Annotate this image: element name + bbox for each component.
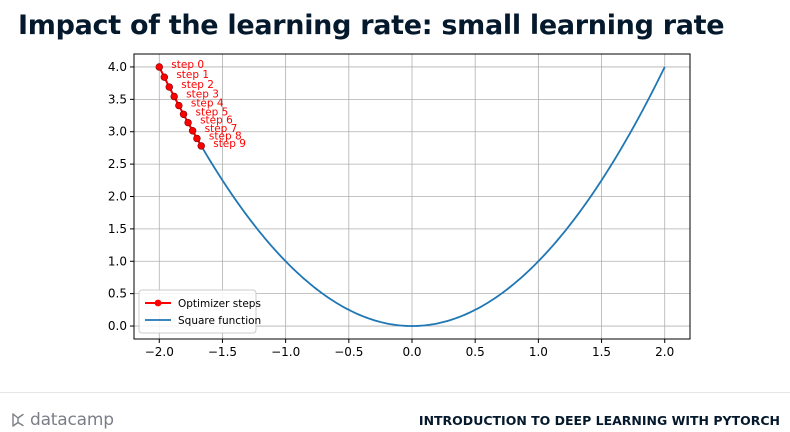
legend-label-optimizer: Optimizer steps: [178, 298, 261, 310]
y-tick-label: 1.0: [108, 254, 127, 268]
footer-divider: [0, 392, 790, 393]
optimizer-step-point: [179, 110, 188, 119]
legend-box: [138, 289, 257, 334]
slide-title: Impact of the learning rate: small learn…: [18, 10, 725, 41]
y-tick-label: 3.0: [108, 125, 127, 139]
optimizer-step-point: [165, 83, 173, 91]
step-label: step 0: [171, 59, 204, 71]
x-tick-label: 2.0: [655, 345, 674, 359]
optimizer-step-point: [184, 118, 192, 127]
brand: datacamp: [10, 410, 114, 430]
optimizer-step-point: [193, 134, 201, 143]
step-label: step 4: [191, 98, 224, 110]
step-label: step 1: [176, 69, 209, 81]
x-tick-label: 1.0: [529, 345, 548, 359]
step-label: step 9: [213, 138, 246, 150]
x-tick-label: −1.5: [208, 345, 237, 359]
series-layer: [155, 63, 666, 327]
step-label: step 3: [186, 88, 219, 100]
y-tick-label: 2.5: [108, 157, 127, 171]
legend: Optimizer steps Square function: [138, 289, 261, 334]
legend-marker-optimizer: [154, 299, 162, 307]
course-title: INTRODUCTION TO DEEP LEARNING WITH PYTOR…: [418, 413, 780, 428]
y-tick-label: 0.5: [108, 287, 127, 301]
step-label: step 5: [196, 106, 229, 118]
legend-label-square: Square function: [178, 315, 261, 327]
x-tick-label: 1.5: [592, 345, 611, 359]
y-tick-label: 4.0: [108, 60, 127, 74]
step-label: step 6: [200, 115, 233, 127]
optimizer-steps-line: [158, 66, 203, 147]
x-tick-label: −2.0: [145, 345, 174, 359]
optimizer-step-point: [197, 142, 205, 150]
optimizer-step-point: [175, 101, 183, 110]
optimizer-step-point: [188, 127, 197, 135]
y-tick-label: 2.0: [108, 190, 127, 204]
step-label: step 2: [181, 79, 214, 91]
x-tick-label: −0.5: [334, 345, 363, 359]
optimizer-step-point: [160, 73, 169, 81]
square-function-line: [158, 66, 666, 327]
x-tick-label: 0.0: [402, 345, 421, 359]
y-tick-label: 0.0: [108, 319, 127, 333]
step-label: step 7: [205, 123, 238, 135]
y-tick-label: 3.5: [108, 92, 127, 106]
brand-name: datacamp: [30, 410, 114, 430]
step-label: step 8: [209, 130, 242, 142]
axis-ticks: −2.0 −1.5 −1.0 −0.5 0.0 0.5 1.0 1.5 2.0 0.0 0.5 1.0…: [108, 60, 674, 359]
optimizer-step-point: [155, 63, 163, 71]
optimizer-step-point: [170, 92, 178, 101]
datacamp-logo-icon: [12, 413, 24, 427]
x-tick-label: 0.5: [466, 345, 485, 359]
y-tick-label: 1.5: [108, 222, 127, 236]
x-tick-label: −1.0: [271, 345, 300, 359]
